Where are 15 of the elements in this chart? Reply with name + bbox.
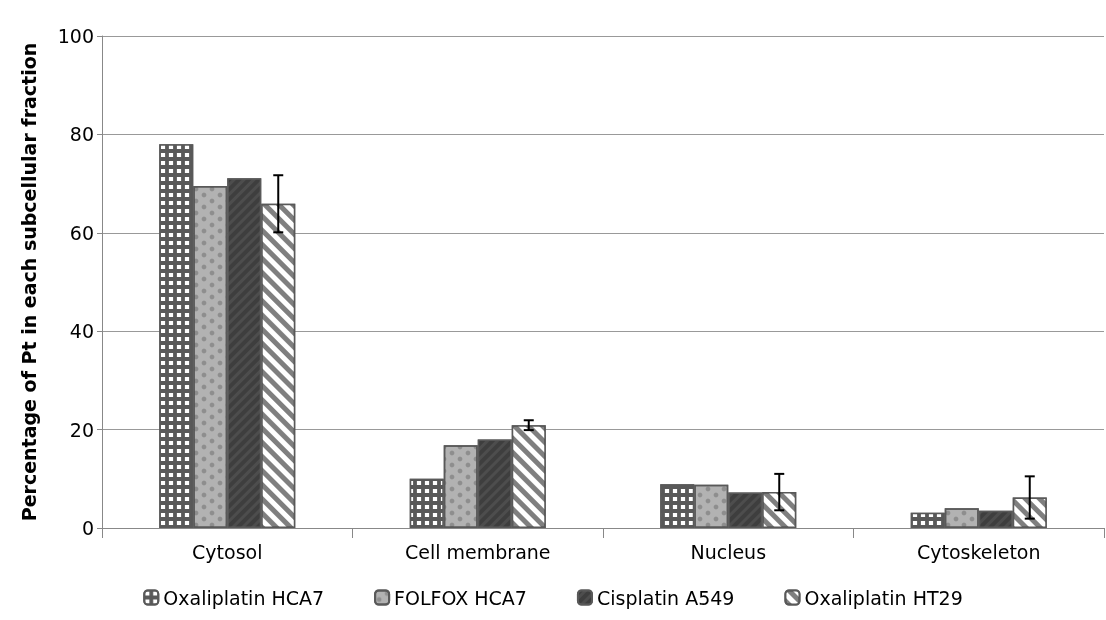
x-tick-label: Cytosol bbox=[192, 540, 263, 563]
y-axis-title: Percentage of Pt in each subcellular fraction bbox=[17, 42, 40, 522]
legend-label: Cisplatin A549 bbox=[596, 586, 735, 609]
y-tick-label: 80 bbox=[69, 123, 94, 146]
legend-label: Oxaliplatin HCA7 bbox=[163, 586, 325, 609]
x-tick-label: Cytoskeleton bbox=[916, 540, 1041, 563]
y-tick-label: 60 bbox=[69, 221, 94, 244]
x-tick-label: Cell membrane bbox=[404, 540, 551, 563]
y-tick-label: 20 bbox=[69, 418, 94, 441]
y-tick-label: 0 bbox=[81, 517, 94, 539]
legend-label: Oxaliplatin HT29 bbox=[804, 586, 963, 609]
x-tick-label: Nucleus bbox=[690, 540, 767, 563]
legend-label: FOLFOX HCA7 bbox=[394, 586, 527, 609]
y-tick-label: 100 bbox=[57, 25, 94, 47]
y-tick-label: 40 bbox=[69, 320, 94, 343]
